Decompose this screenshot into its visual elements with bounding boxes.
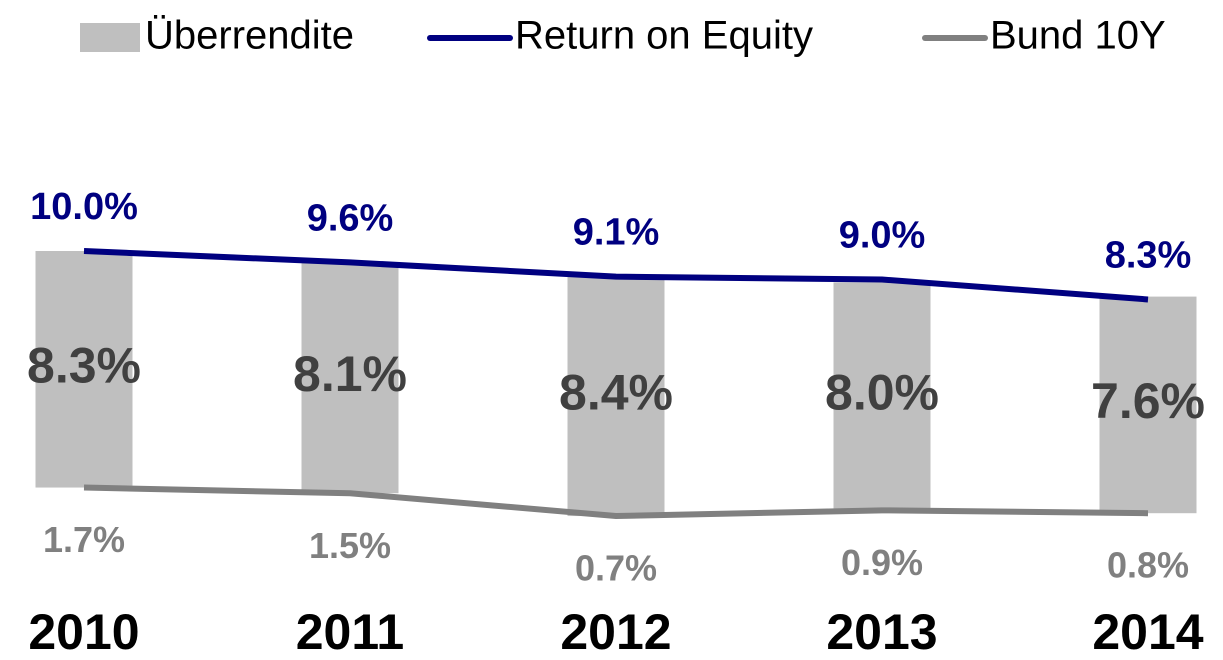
legend-label: Return on Equity	[515, 14, 813, 58]
bar-label: 8.1%	[293, 346, 407, 402]
bar-label: 8.3%	[27, 337, 141, 393]
x-tick-label: 2013	[826, 604, 937, 660]
line-label: 1.5%	[309, 525, 391, 566]
line-label: 0.7%	[575, 548, 657, 589]
legend-label: Überrendite	[145, 14, 354, 58]
line-label: 0.8%	[1107, 545, 1189, 586]
bar	[567, 276, 665, 517]
line-label: 1.7%	[43, 519, 125, 560]
line-label: 9.6%	[307, 197, 394, 239]
legend-swatch	[80, 23, 140, 52]
line	[83, 248, 1149, 303]
line-label: 8.3%	[1105, 234, 1192, 276]
x-tick-label: 2011	[296, 604, 404, 660]
x-tick-label: 2010	[28, 604, 139, 660]
bar-label: 8.4%	[559, 365, 673, 421]
bar	[301, 262, 399, 494]
line-label: 9.1%	[573, 212, 660, 254]
bar	[1099, 296, 1197, 514]
bar-label: 8.0%	[825, 365, 939, 421]
legend-label: Bund 10Y	[990, 14, 1166, 58]
line-label: 0.9%	[841, 542, 923, 583]
line-label: 10.0%	[30, 186, 138, 228]
line-label: 9.0%	[839, 215, 926, 257]
x-tick-label: 2012	[560, 604, 671, 660]
bar	[35, 251, 133, 488]
line	[83, 484, 1149, 520]
x-tick-label: 2014	[1092, 604, 1203, 660]
bar-label: 7.6%	[1091, 373, 1205, 429]
bar	[833, 282, 931, 511]
